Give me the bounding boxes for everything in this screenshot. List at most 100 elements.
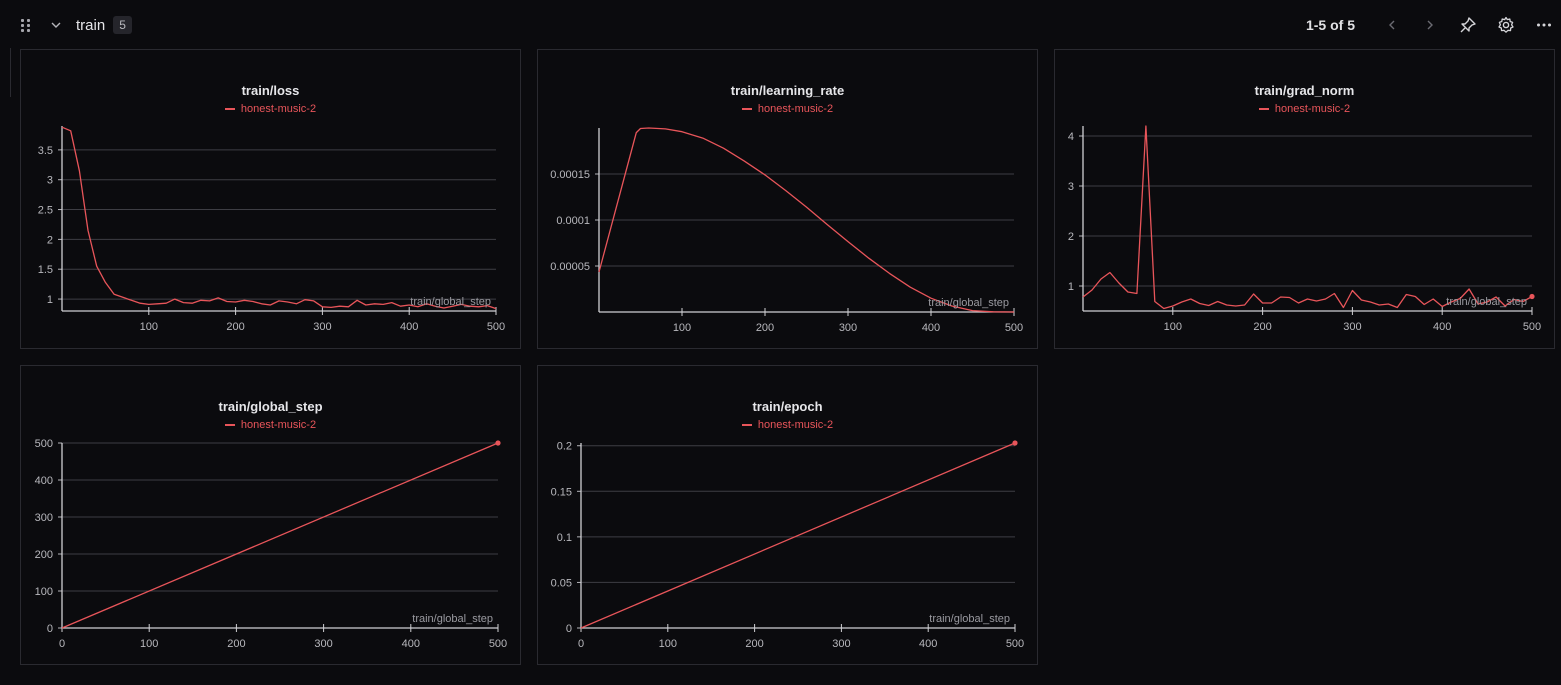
chevron-right-icon (1427, 20, 1433, 30)
chart-legend: honest-music-2 (21, 419, 520, 431)
x-tick-label: 300 (839, 322, 857, 334)
y-tick-label: 3.5 (38, 145, 53, 157)
chart-panel-learning-rate[interactable]: train/learning_rate honest-music-2 0.000… (537, 49, 1038, 349)
x-axis-label: train/global_step (928, 297, 1009, 309)
prev-page-button[interactable] (1379, 12, 1405, 38)
series-endpoint (495, 440, 501, 446)
x-tick-label: 500 (1523, 321, 1541, 333)
x-tick-label: 200 (226, 321, 244, 333)
panel-count-badge: 5 (113, 16, 132, 34)
next-page-button[interactable] (1417, 12, 1443, 38)
y-tick-label: 4 (1068, 131, 1074, 143)
x-tick-label: 200 (1253, 321, 1271, 333)
chart-plot: 1 1.5 2 2.5 3 3.5 100 200 300 400 500 train/global_… (38, 126, 505, 333)
x-tick-label: 0 (578, 638, 584, 650)
y-tick-label: 3 (1068, 181, 1074, 193)
y-tick-label: 2.5 (38, 205, 53, 217)
left-edge-divider (0, 48, 11, 97)
legend-label: honest-music-2 (757, 419, 834, 431)
series-line (61, 442, 499, 629)
series-line (61, 126, 497, 310)
more-options-button[interactable] (1531, 12, 1557, 38)
y-tick-label: 2 (47, 234, 53, 246)
pin-icon (1460, 17, 1476, 33)
x-tick-label: 300 (313, 321, 331, 333)
chart-panel-grad-norm[interactable]: train/grad_norm honest-music-2 1 2 3 4 100 20… (1054, 49, 1555, 349)
chart-panel-global-step[interactable]: train/global_step honest-music-2 0 100 200… (20, 365, 521, 665)
chart-legend: honest-music-2 (1055, 103, 1554, 115)
section-header-left: train 5 (18, 12, 132, 38)
x-tick-label: 400 (1433, 321, 1451, 333)
x-tick-label: 200 (745, 638, 763, 650)
x-tick-label: 100 (659, 638, 677, 650)
section-title: train (76, 16, 106, 34)
chart-plot: 0 0.05 0.1 0.15 0.2 0 100 200 300 400 500 train/glo… (551, 440, 1024, 650)
legend-swatch (741, 108, 752, 111)
x-tick-label: 300 (832, 638, 850, 650)
series-endpoint (1529, 293, 1535, 300)
legend-label: honest-music-2 (240, 103, 317, 115)
drag-handle-icon[interactable] (18, 18, 32, 32)
chart-legend: honest-music-2 (21, 103, 520, 115)
y-tick-label: 3 (47, 175, 53, 187)
y-tick-label: 400 (35, 475, 53, 487)
chart-legend: honest-music-2 (538, 419, 1037, 431)
chart-title: train/epoch (752, 399, 823, 414)
y-tick-label: 0.15 (551, 486, 572, 498)
x-tick-label: 400 (400, 321, 418, 333)
x-tick-label: 300 (314, 638, 332, 650)
legend-label: honest-music-2 (240, 419, 317, 431)
chart-legend: honest-music-2 (538, 103, 1037, 115)
chart-title: train/loss (241, 83, 300, 98)
chart-panel-loss[interactable]: train/loss honest-music-2 1 1.5 2 2.5 3 3.5 10… (20, 49, 521, 349)
chart-title: train/learning_rate (730, 83, 845, 98)
series-line (598, 127, 1015, 313)
x-tick-label: 100 (673, 322, 691, 334)
chart-panel-epoch[interactable]: train/epoch honest-music-2 0 0.05 0.1 0.15 0… (537, 365, 1038, 665)
y-tick-label: 0.1 (557, 532, 572, 544)
y-tick-label: 100 (35, 586, 53, 598)
x-tick-label: 0 (59, 638, 65, 650)
pagination-text: 1-5 of 5 (1305, 17, 1355, 33)
section-header-right: 1-5 of 5 (1306, 12, 1561, 38)
y-tick-label: 0.0001 (556, 215, 590, 227)
x-tick-label: 100 (140, 321, 158, 333)
y-tick-label: 1 (47, 294, 53, 306)
y-tick-label: 500 (35, 438, 53, 450)
x-tick-label: 500 (1005, 322, 1023, 334)
legend-label: honest-music-2 (757, 103, 834, 115)
chart-title: train/global_step (218, 399, 323, 414)
x-axis-label: train/global_step (412, 613, 493, 625)
x-tick-label: 200 (756, 322, 774, 334)
legend-swatch (224, 108, 235, 111)
chevron-left-icon (1389, 20, 1395, 30)
more-horizontal-icon (1537, 23, 1551, 27)
series-line (1082, 125, 1533, 310)
y-tick-label: 0 (47, 623, 53, 635)
y-tick-label: 200 (35, 549, 53, 561)
x-tick-label: 500 (1006, 638, 1024, 650)
y-tick-label: 0 (566, 623, 572, 635)
legend-swatch (1258, 108, 1269, 111)
pin-button[interactable] (1455, 12, 1481, 38)
y-tick-label: 0.05 (551, 577, 572, 589)
chart-plot: 0.00005 0.0001 0.00015 100 200 300 400 500 train… (550, 127, 1023, 334)
settings-button[interactable] (1493, 12, 1519, 38)
legend-swatch (224, 424, 235, 427)
y-tick-label: 0.00005 (550, 261, 590, 273)
chevron-down-icon[interactable] (50, 19, 62, 31)
series-endpoint (1012, 440, 1018, 446)
gear-icon (1498, 16, 1514, 33)
y-tick-label: 300 (35, 512, 53, 524)
x-axis-label: train/global_step (1446, 296, 1527, 308)
chart-title: train/grad_norm (1254, 83, 1355, 98)
legend-swatch (741, 424, 752, 427)
section-header: train 5 1-5 of 5 (0, 0, 1561, 48)
legend-label: honest-music-2 (1274, 103, 1351, 115)
series-line (580, 442, 1016, 629)
x-tick-label: 200 (227, 638, 245, 650)
chart-plot: 0 100 200 300 400 500 0 100 200 300 400 500 train/gl… (35, 438, 508, 650)
x-axis-label: train/global_step (410, 296, 491, 308)
x-tick-label: 100 (140, 638, 158, 650)
x-tick-label: 500 (487, 321, 505, 333)
